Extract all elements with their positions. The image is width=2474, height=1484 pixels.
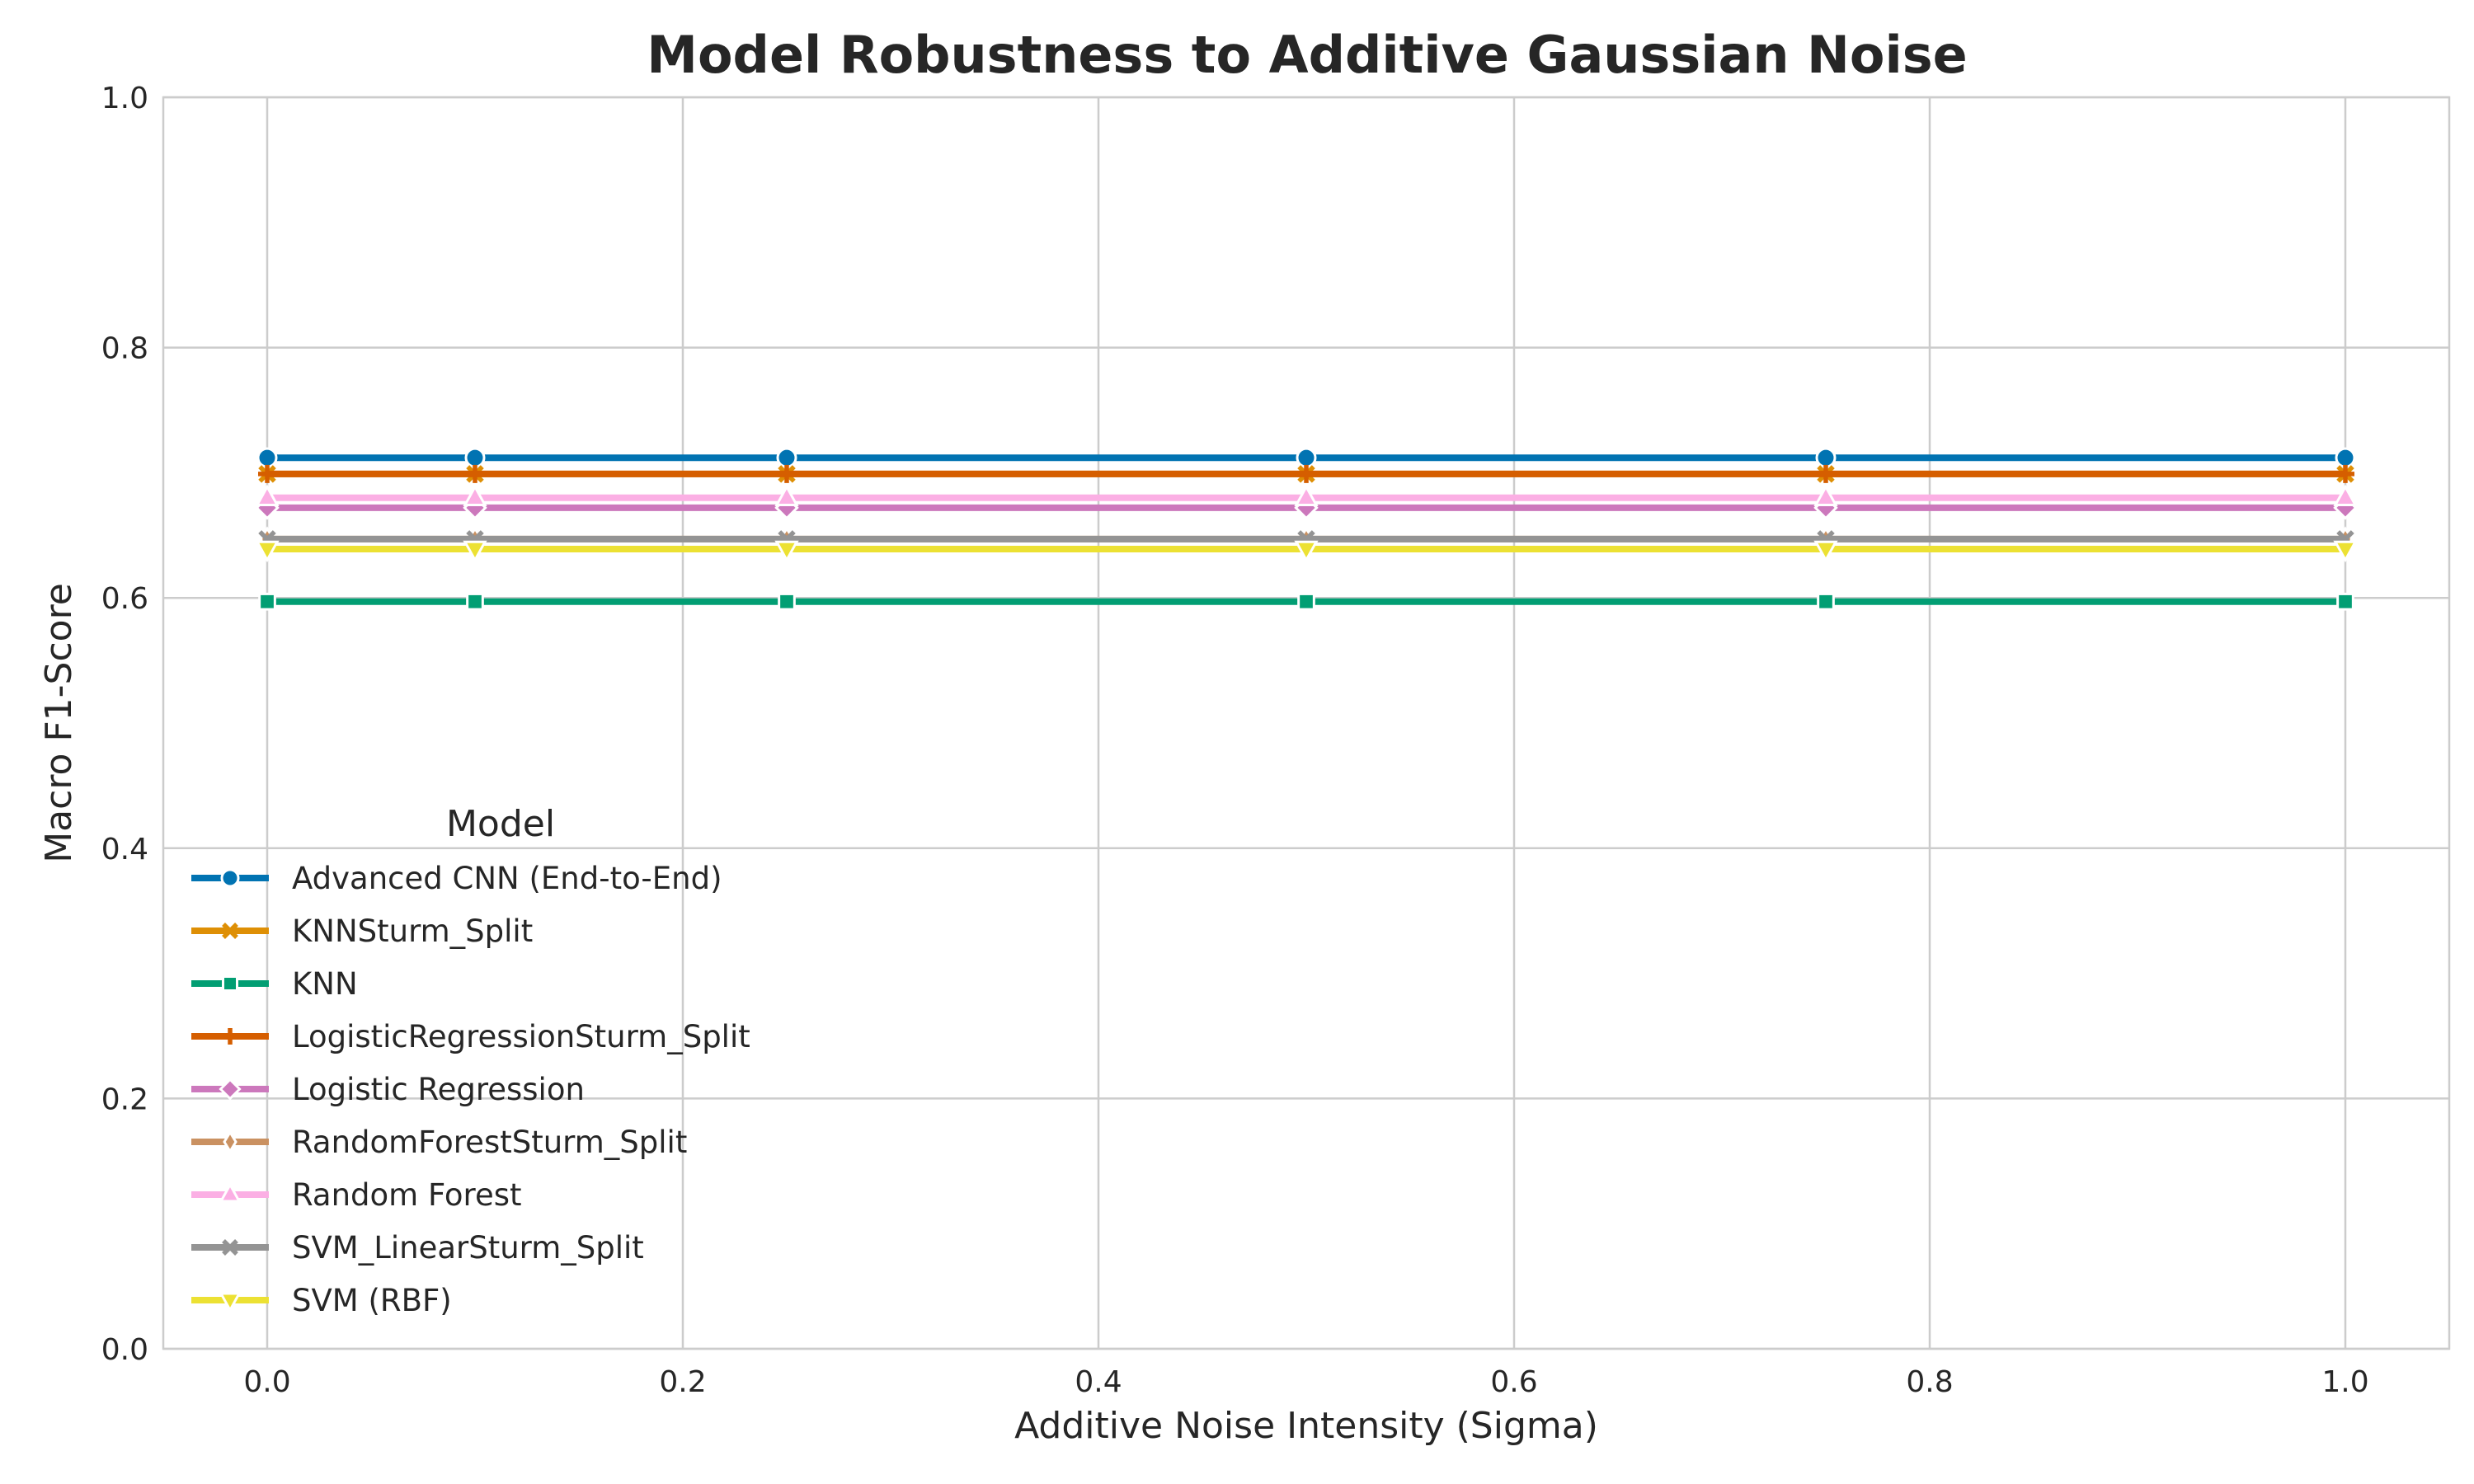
data-point-2-4 (1817, 592, 1835, 611)
data-point-2-2 (778, 592, 796, 611)
legend-marker-1 (222, 923, 238, 939)
plot-frame (162, 96, 2451, 1350)
legend-marker-4 (219, 1078, 242, 1101)
legend-entry-4: Logistic Regression (191, 1072, 585, 1107)
legend-marker-7 (222, 1239, 238, 1256)
legend-entry-5: RandomForestSturm_Split (191, 1125, 687, 1160)
data-point-3-3 (1297, 464, 1315, 483)
data-point-6-1 (463, 484, 487, 507)
legend-marker-6 (219, 1181, 242, 1203)
legend-label-1: KNNSturm_Split (292, 913, 533, 949)
legend-label-4: Logistic Regression (292, 1072, 585, 1107)
data-point-0-2 (776, 447, 797, 468)
legend-marker-8 (219, 1292, 242, 1313)
legend-marker-2 (222, 975, 238, 992)
legend-entry-3: LogisticRegressionSturm_Split (191, 1019, 750, 1054)
legend-entry-0: Advanced CNN (End-to-End) (191, 861, 722, 896)
data-point-0-4 (1815, 447, 1837, 468)
legend-title: Model (446, 803, 555, 845)
y-tick-label-3: 0.6 (101, 582, 148, 616)
data-point-6-2 (774, 484, 799, 507)
series-3 (258, 464, 2354, 483)
y-tick-label-0: 0.0 (101, 1333, 148, 1367)
y-tick-label-2: 0.4 (101, 833, 148, 866)
tick-labels: 0.0 0.2 0.4 0.6 0.8 1.0 0.0 0.2 0.4 0.6 0.8 1.0 (101, 82, 2369, 1399)
data-point-8-5 (2333, 540, 2358, 563)
legend-label-7: SVM_LinearSturm_Split (292, 1230, 644, 1266)
grid (163, 96, 2449, 1350)
legend-marker-0 (220, 868, 240, 888)
legend-label-3: LogisticRegressionSturm_Split (292, 1019, 750, 1054)
legend-entry-6: Random Forest (191, 1177, 522, 1213)
legend-entry-8: SVM (RBF) (191, 1283, 452, 1318)
y-tick-label-4: 0.8 (101, 332, 148, 366)
x-tick-label-0: 0.0 (243, 1365, 290, 1399)
legend-label-8: SVM (RBF) (292, 1283, 452, 1318)
series-0 (256, 447, 2356, 468)
series-layer (255, 447, 2358, 611)
y-tick-label-5: 1.0 (101, 82, 148, 115)
data-point-8-3 (1294, 540, 1319, 563)
legend-entry-2: KNN (191, 966, 358, 1002)
data-point-6-5 (2333, 484, 2358, 507)
data-point-0-3 (1296, 447, 1317, 468)
data-point-0-0 (256, 447, 278, 468)
data-point-2-3 (1297, 592, 1315, 611)
legend-label-6: Random Forest (292, 1177, 522, 1213)
x-tick-label-2: 0.4 (1075, 1365, 1122, 1399)
legend-entry-1: KNNSturm_Split (191, 913, 533, 949)
legend-marker-5 (223, 1129, 238, 1154)
data-point-2-0 (258, 592, 276, 611)
x-tick-label-4: 0.8 (1906, 1365, 1953, 1399)
data-point-0-1 (464, 447, 486, 468)
y-tick-label-1: 0.2 (101, 1082, 148, 1116)
data-point-2-1 (466, 592, 484, 611)
data-point-3-5 (2336, 464, 2354, 483)
data-point-3-1 (466, 464, 484, 483)
chart-title: Model Robustness to Additive Gaussian No… (647, 25, 1967, 85)
series-6 (255, 484, 2358, 507)
x-tick-label-3: 0.6 (1490, 1365, 1537, 1399)
data-point-3-2 (778, 464, 796, 483)
legend-label-2: KNN (292, 966, 358, 1002)
legend-entry-7: SVM_LinearSturm_Split (191, 1230, 644, 1266)
legend-marker-3 (222, 1028, 238, 1045)
data-point-6-0 (255, 484, 280, 507)
y-axis-label: Macro F1-Score (38, 583, 80, 863)
legend-label-5: RandomForestSturm_Split (292, 1125, 687, 1160)
data-point-2-5 (2336, 592, 2354, 611)
data-point-6-4 (1813, 484, 1838, 507)
legend-label-0: Advanced CNN (End-to-End) (292, 861, 722, 896)
data-point-8-4 (1813, 540, 1838, 563)
series-2 (258, 592, 2354, 611)
data-point-8-1 (463, 540, 487, 563)
data-point-6-3 (1294, 484, 1319, 507)
legend: Model Advanced CNN (End-to-End) KNNSturm_… (191, 803, 750, 1318)
series-8 (255, 540, 2358, 563)
x-axis-label: Additive Noise Intensity (Sigma) (1014, 1405, 1598, 1447)
data-point-8-0 (255, 540, 280, 563)
data-point-3-0 (258, 464, 276, 483)
data-point-3-4 (1817, 464, 1835, 483)
x-tick-label-1: 0.2 (659, 1365, 706, 1399)
data-point-0-5 (2335, 447, 2356, 468)
x-tick-label-5: 1.0 (2321, 1365, 2368, 1399)
data-point-8-2 (774, 540, 799, 563)
